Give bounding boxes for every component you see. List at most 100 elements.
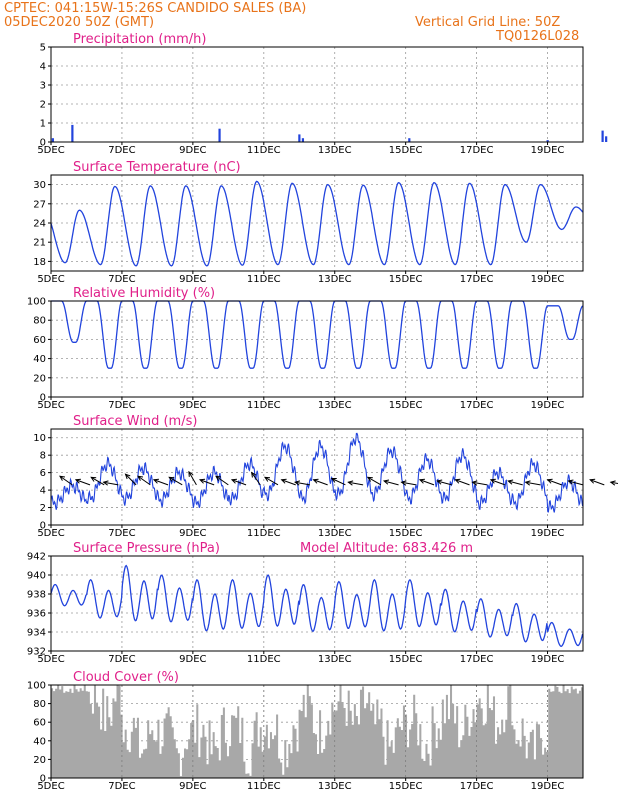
wind-arrow-head [280, 478, 287, 484]
wind-arrow-shaft [472, 481, 488, 486]
precip-bar [301, 138, 305, 142]
header-date: 05DEC2020 50Z (GMT) [4, 15, 154, 30]
x-tick-label: 11DEC [247, 274, 281, 285]
wind-arrow-shaft [59, 475, 73, 486]
wind-arrow-shaft [103, 481, 119, 486]
wind-arrow-head [366, 476, 373, 482]
wind-arrow [489, 478, 506, 486]
panel-1: 0 1 2 3 4 5 5DEC 7DEC 9DEC 11DEC 13DEC 15DEC 17DEC 19… [37, 32, 608, 156]
wind-arrow-shaft [419, 479, 435, 486]
wind-arrow-shaft [199, 479, 215, 486]
panel-frame [50, 555, 584, 652]
x-tick-label: 9DEC [179, 274, 206, 285]
x-tick-label: 7DEC [108, 400, 135, 411]
panel-title: Surface Temperature (nC) [73, 160, 241, 175]
wind-arrow [102, 480, 119, 486]
wind-arrow-shaft [490, 479, 506, 486]
panel-2: 18 21 24 27 30 5DEC 7DEC 9DEC 11DEC 13DEC 15DEC 17D… [33, 160, 584, 285]
wind-arrow-head [250, 471, 257, 478]
wind-arrow [264, 476, 279, 486]
x-tick-label: 17DEC [460, 654, 494, 665]
wind-arrow-shaft [75, 479, 91, 486]
x-tick-label: 15DEC [389, 274, 423, 285]
wind-arrow-shaft [251, 472, 261, 486]
y-tick-label: 3 [40, 81, 46, 92]
wind-arrow-head [454, 478, 461, 484]
wind-arrow-shaft [188, 471, 197, 486]
y-tick-label: 20 [33, 755, 46, 766]
wind-arrow [198, 478, 215, 486]
wind-arrow-shaft [547, 479, 562, 486]
wind-arrow-shaft [295, 481, 310, 486]
wind-arrow [152, 478, 169, 486]
precip-bar [51, 138, 54, 142]
x-tick-label: 17DEC [460, 145, 494, 156]
x-tick-label: 5DEC [37, 654, 64, 665]
x-tick-label: 13DEC [318, 274, 352, 285]
y-tick-label: 8 [40, 451, 46, 462]
y-tick-label: 940 [27, 571, 46, 582]
wind-arrow-shaft [455, 479, 470, 486]
x-tick-label: 9DEC [179, 400, 206, 411]
x-tick-label: 5DEC [37, 145, 64, 156]
x-tick-label: 9DEC [179, 654, 206, 665]
wind-arrow-shaft [568, 480, 584, 486]
x-tick-label: 5DEC [37, 781, 64, 792]
y-tick-label: 938 [27, 590, 46, 601]
wind-arrow-head [330, 477, 337, 483]
y-tick-label: 4 [40, 486, 46, 497]
x-tick-label: 17DEC [460, 400, 494, 411]
wind-arrow-shaft [401, 481, 417, 486]
wind-arrow-head [546, 478, 553, 484]
panel-frame [50, 174, 584, 272]
humidity-line [51, 300, 584, 369]
wind-arrow [250, 471, 261, 486]
wind-arrow-shaft [331, 478, 346, 486]
header-station: CPTEC: 041:15W-15:26S CANDIDO SALES (BA) [4, 1, 306, 16]
wind-arrow [280, 478, 296, 486]
x-tick-label: 7DEC [108, 654, 135, 665]
x-tick-label: 13DEC [318, 400, 352, 411]
wind-arrow-head [124, 473, 131, 480]
wind-speed-line [50, 432, 584, 513]
wind-arrow-head [524, 480, 531, 486]
wind-arrow [188, 470, 197, 486]
wind-arrow-head [609, 480, 616, 486]
x-tick-label: 5DEC [37, 274, 64, 285]
wind-arrow [507, 479, 523, 486]
wind-arrow [366, 476, 382, 486]
wind-arrow [215, 475, 229, 486]
panel-3: 0 20 40 60 80 100 5DEC 7DEC 9DEC 11DEC 13DEC 15DEC 1… [27, 286, 584, 411]
y-tick-label: 21 [33, 238, 46, 249]
precip-bar [605, 136, 608, 142]
wind-arrow [230, 478, 247, 486]
y-tick-label: 30 [33, 180, 46, 191]
panel-6: 0 20 40 60 80 100 5DEC 7DEC 9DEC 11DEC 13DEC 15DEC 1… [27, 670, 584, 792]
x-tick-label: 9DEC [179, 528, 206, 539]
x-tick-label: 5DEC [37, 400, 64, 411]
y-tick-label: 4 [40, 62, 46, 73]
wind-arrow-head [312, 478, 319, 484]
panel-title: Cloud Cover (%) [73, 670, 179, 685]
wind-arrow-shaft [367, 476, 382, 486]
wind-arrow [471, 480, 488, 486]
panel-note: Model Altitude: 683.426 m [300, 541, 473, 556]
wind-arrow-head [215, 475, 222, 481]
y-tick-label: 932 [27, 647, 46, 658]
wind-arrow-head [471, 480, 478, 486]
wind-arrow [74, 478, 91, 486]
x-tick-label: 19DEC [531, 400, 565, 411]
x-tick-label: 11DEC [247, 528, 281, 539]
wind-arrow-head [102, 480, 109, 486]
wind-arrow-head [264, 476, 271, 482]
x-tick-label: 5DEC [37, 528, 64, 539]
wind-arrow-shaft [348, 481, 364, 486]
y-tick-label: 0 [40, 521, 46, 532]
wind-arrow-head [152, 478, 159, 484]
precip-bar [298, 134, 301, 142]
y-tick-label: 40 [33, 736, 46, 747]
x-tick-label: 15DEC [389, 145, 423, 156]
wind-arrow [168, 476, 183, 486]
wind-arrow [418, 478, 435, 486]
wind-arrow [609, 480, 618, 486]
